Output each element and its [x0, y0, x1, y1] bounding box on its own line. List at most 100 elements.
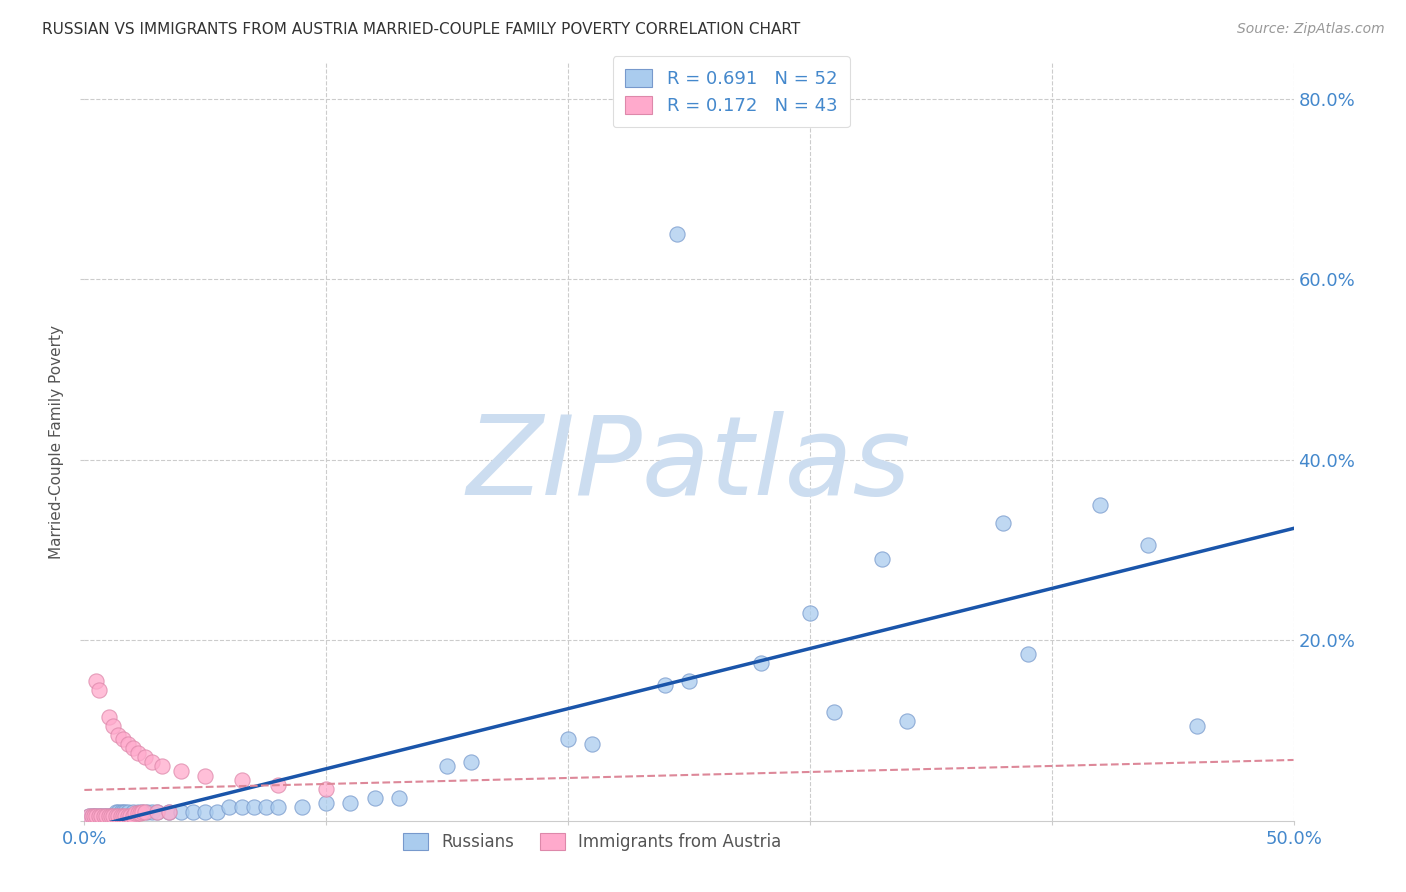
- Point: [146, 805, 169, 819]
- Point: [872, 552, 894, 566]
- Point: [121, 741, 143, 756]
- Point: [80, 809, 103, 823]
- Point: [1185, 719, 1208, 733]
- Point: [117, 809, 139, 823]
- Point: [114, 805, 136, 819]
- Point: [107, 728, 129, 742]
- Point: [146, 805, 169, 819]
- Point: [150, 759, 173, 773]
- Point: [97, 710, 120, 724]
- Point: [678, 673, 700, 688]
- Point: [231, 800, 253, 814]
- Point: [100, 809, 122, 823]
- Point: [181, 805, 204, 819]
- Point: [90, 809, 112, 823]
- Point: [114, 809, 136, 823]
- Text: Source: ZipAtlas.com: Source: ZipAtlas.com: [1237, 22, 1385, 37]
- Point: [87, 809, 110, 823]
- Point: [315, 782, 337, 797]
- Point: [97, 809, 120, 823]
- Point: [80, 809, 103, 823]
- Point: [112, 809, 135, 823]
- Point: [131, 805, 153, 819]
- Legend: Russians, Immigrants from Austria: Russians, Immigrants from Austria: [396, 826, 787, 858]
- Point: [112, 805, 135, 819]
- Point: [581, 737, 603, 751]
- Point: [136, 805, 159, 819]
- Point: [1017, 647, 1039, 661]
- Point: [104, 809, 127, 823]
- Point: [170, 805, 193, 819]
- Point: [86, 809, 108, 823]
- Y-axis label: Married-Couple Family Poverty: Married-Couple Family Poverty: [49, 325, 65, 558]
- Point: [1137, 538, 1160, 552]
- Point: [93, 809, 115, 823]
- Point: [94, 809, 117, 823]
- Point: [120, 809, 142, 823]
- Point: [557, 732, 579, 747]
- Point: [117, 805, 139, 819]
- Point: [121, 809, 143, 823]
- Point: [103, 719, 125, 733]
- Point: [127, 806, 149, 821]
- Point: [77, 809, 100, 823]
- Point: [170, 764, 193, 778]
- Point: [104, 805, 127, 819]
- Point: [107, 805, 129, 819]
- Point: [93, 809, 115, 823]
- Point: [267, 800, 290, 814]
- Point: [751, 656, 773, 670]
- Point: [134, 750, 156, 764]
- Point: [87, 682, 110, 697]
- Point: [77, 809, 100, 823]
- Point: [131, 805, 153, 819]
- Point: [124, 806, 146, 821]
- Point: [107, 809, 129, 823]
- Point: [254, 800, 277, 814]
- Point: [665, 227, 688, 241]
- Point: [218, 800, 240, 814]
- Point: [86, 809, 108, 823]
- Point: [896, 714, 918, 729]
- Point: [194, 805, 217, 819]
- Point: [83, 809, 105, 823]
- Point: [388, 791, 411, 805]
- Point: [121, 805, 143, 819]
- Point: [157, 805, 180, 819]
- Point: [117, 737, 139, 751]
- Point: [86, 673, 108, 688]
- Point: [134, 805, 156, 819]
- Point: [141, 755, 163, 769]
- Point: [799, 606, 821, 620]
- Point: [242, 800, 264, 814]
- Point: [103, 809, 125, 823]
- Point: [100, 809, 122, 823]
- Point: [157, 805, 180, 819]
- Point: [339, 796, 361, 810]
- Point: [267, 778, 290, 792]
- Point: [436, 759, 458, 773]
- Point: [1088, 498, 1111, 512]
- Point: [207, 805, 229, 819]
- Point: [90, 809, 112, 823]
- Point: [291, 800, 314, 814]
- Point: [112, 732, 135, 747]
- Point: [363, 791, 385, 805]
- Point: [129, 806, 152, 821]
- Point: [141, 805, 163, 819]
- Text: ZIPatlas: ZIPatlas: [467, 411, 911, 517]
- Point: [823, 706, 845, 720]
- Point: [127, 746, 149, 760]
- Point: [103, 809, 125, 823]
- Point: [231, 772, 253, 787]
- Point: [194, 768, 217, 782]
- Point: [87, 809, 110, 823]
- Point: [460, 755, 482, 769]
- Point: [110, 805, 132, 819]
- Point: [110, 809, 132, 823]
- Point: [315, 796, 337, 810]
- Text: RUSSIAN VS IMMIGRANTS FROM AUSTRIA MARRIED-COUPLE FAMILY POVERTY CORRELATION CHA: RUSSIAN VS IMMIGRANTS FROM AUSTRIA MARRI…: [42, 22, 800, 37]
- Point: [127, 805, 149, 819]
- Point: [94, 809, 117, 823]
- Point: [654, 678, 676, 692]
